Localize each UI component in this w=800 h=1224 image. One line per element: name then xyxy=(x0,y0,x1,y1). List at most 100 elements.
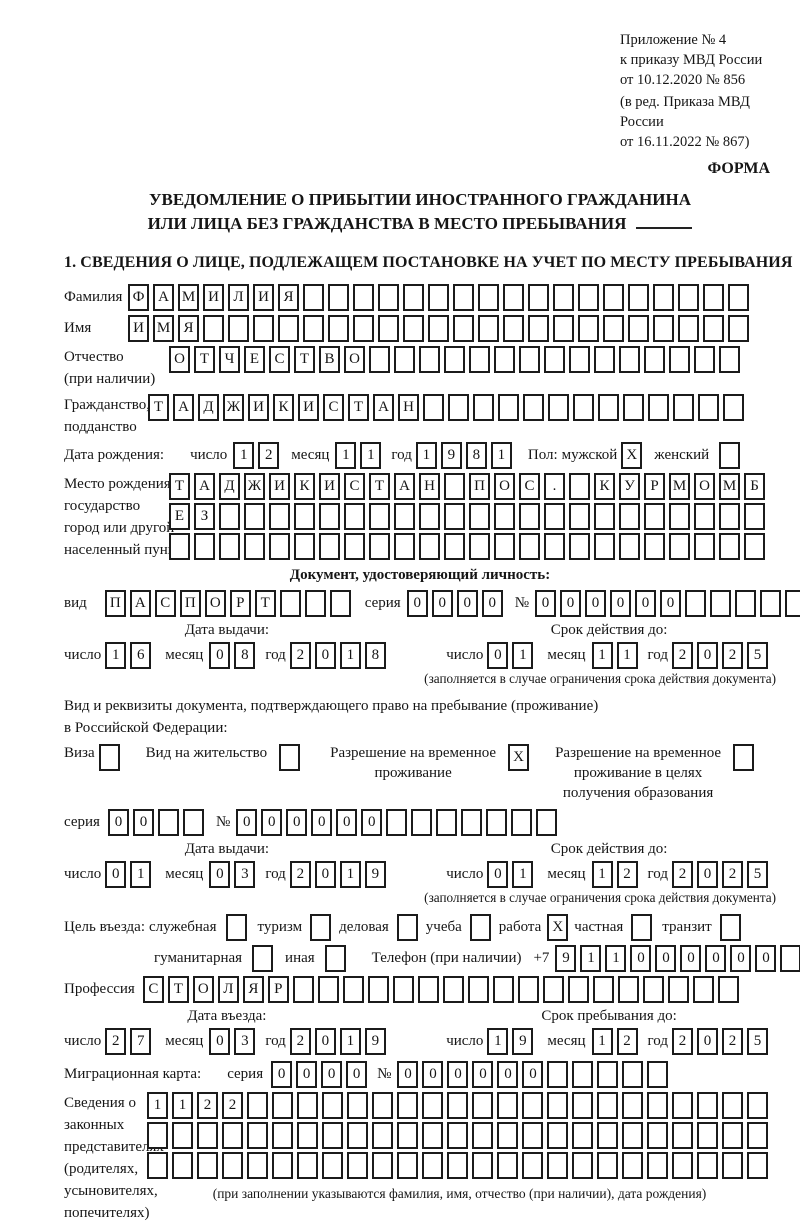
char-box[interactable]: 5 xyxy=(747,1028,768,1055)
char-box[interactable] xyxy=(544,533,565,560)
char-box[interactable]: 2 xyxy=(672,861,693,888)
char-box[interactable] xyxy=(594,533,615,560)
char-box[interactable] xyxy=(147,1122,168,1149)
char-box[interactable]: 0 xyxy=(697,642,718,669)
female-checkbox[interactable] xyxy=(719,442,741,469)
char-box[interactable] xyxy=(744,503,765,530)
char-box[interactable] xyxy=(578,315,599,342)
char-box[interactable] xyxy=(472,1122,493,1149)
char-box[interactable]: 2 xyxy=(722,1028,743,1055)
char-box[interactable] xyxy=(603,315,624,342)
char-box[interactable] xyxy=(447,1092,468,1119)
char-box[interactable] xyxy=(322,1092,343,1119)
char-box[interactable]: 0 xyxy=(697,861,718,888)
char-box[interactable] xyxy=(669,346,690,373)
char-box[interactable]: И xyxy=(248,394,269,421)
char-box[interactable]: А xyxy=(173,394,194,421)
char-box[interactable]: Т xyxy=(169,473,190,500)
char-box[interactable] xyxy=(503,284,524,311)
char-box[interactable] xyxy=(453,315,474,342)
char-box[interactable] xyxy=(597,1092,618,1119)
char-box[interactable] xyxy=(353,284,374,311)
char-box[interactable] xyxy=(272,1152,293,1179)
char-box[interactable]: Т xyxy=(167,976,189,1003)
char-box[interactable] xyxy=(423,394,444,421)
char-box[interactable]: 2 xyxy=(672,642,693,669)
char-box[interactable]: 2 xyxy=(258,442,280,469)
char-box[interactable] xyxy=(542,976,564,1003)
char-box[interactable] xyxy=(544,503,565,530)
char-box[interactable] xyxy=(322,1122,343,1149)
char-box[interactable] xyxy=(698,394,719,421)
char-box[interactable]: И xyxy=(269,473,290,500)
char-box[interactable] xyxy=(303,284,324,311)
char-box[interactable]: С xyxy=(323,394,344,421)
char-box[interactable]: 7 xyxy=(130,1028,152,1055)
char-box[interactable] xyxy=(473,394,494,421)
char-box[interactable]: 0 xyxy=(705,945,727,972)
char-box[interactable] xyxy=(367,976,389,1003)
char-box[interactable] xyxy=(569,346,590,373)
char-box[interactable]: 0 xyxy=(314,1028,336,1055)
char-box[interactable]: 1 xyxy=(487,1028,509,1055)
char-box[interactable] xyxy=(478,284,499,311)
char-box[interactable] xyxy=(444,503,465,530)
char-box[interactable] xyxy=(723,394,744,421)
char-box[interactable]: 0 xyxy=(655,945,677,972)
char-box[interactable] xyxy=(292,976,314,1003)
temp-residence-edu-checkbox[interactable] xyxy=(733,744,755,771)
char-box[interactable] xyxy=(279,590,301,617)
char-box[interactable] xyxy=(572,1152,593,1179)
char-box[interactable]: 0 xyxy=(522,1061,544,1088)
char-box[interactable]: 0 xyxy=(361,809,383,836)
char-box[interactable] xyxy=(444,473,465,500)
char-box[interactable]: 2 xyxy=(722,861,743,888)
char-box[interactable]: А xyxy=(129,590,151,617)
char-box[interactable] xyxy=(378,315,399,342)
char-box[interactable] xyxy=(172,1152,193,1179)
char-box[interactable] xyxy=(598,394,619,421)
char-box[interactable]: 0 xyxy=(209,642,231,669)
char-box[interactable] xyxy=(428,315,449,342)
char-box[interactable] xyxy=(372,1092,393,1119)
purpose-private-checkbox[interactable] xyxy=(631,914,653,941)
char-box[interactable] xyxy=(703,284,724,311)
char-box[interactable] xyxy=(197,1122,218,1149)
char-box[interactable] xyxy=(353,315,374,342)
char-box[interactable] xyxy=(448,394,469,421)
char-box[interactable] xyxy=(347,1092,368,1119)
char-box[interactable] xyxy=(653,315,674,342)
char-box[interactable]: 9 xyxy=(364,1028,386,1055)
char-box[interactable]: О xyxy=(494,473,515,500)
char-box[interactable]: С xyxy=(142,976,164,1003)
temp-residence-checkbox[interactable]: X xyxy=(508,744,530,771)
char-box[interactable]: П xyxy=(104,590,126,617)
char-box[interactable]: 0 xyxy=(680,945,702,972)
char-box[interactable] xyxy=(182,809,204,836)
char-box[interactable] xyxy=(197,1152,218,1179)
char-box[interactable] xyxy=(597,1122,618,1149)
char-box[interactable]: 9 xyxy=(555,945,577,972)
purpose-other-checkbox[interactable] xyxy=(324,945,346,972)
char-box[interactable]: О xyxy=(169,346,190,373)
char-box[interactable]: 3 xyxy=(234,1028,256,1055)
char-box[interactable] xyxy=(569,473,590,500)
char-box[interactable] xyxy=(719,346,740,373)
char-box[interactable] xyxy=(669,533,690,560)
char-box[interactable] xyxy=(297,1092,318,1119)
char-box[interactable] xyxy=(394,533,415,560)
char-box[interactable] xyxy=(297,1122,318,1149)
char-box[interactable]: В xyxy=(319,346,340,373)
char-box[interactable] xyxy=(419,533,440,560)
char-box[interactable] xyxy=(694,533,715,560)
char-box[interactable] xyxy=(486,809,508,836)
